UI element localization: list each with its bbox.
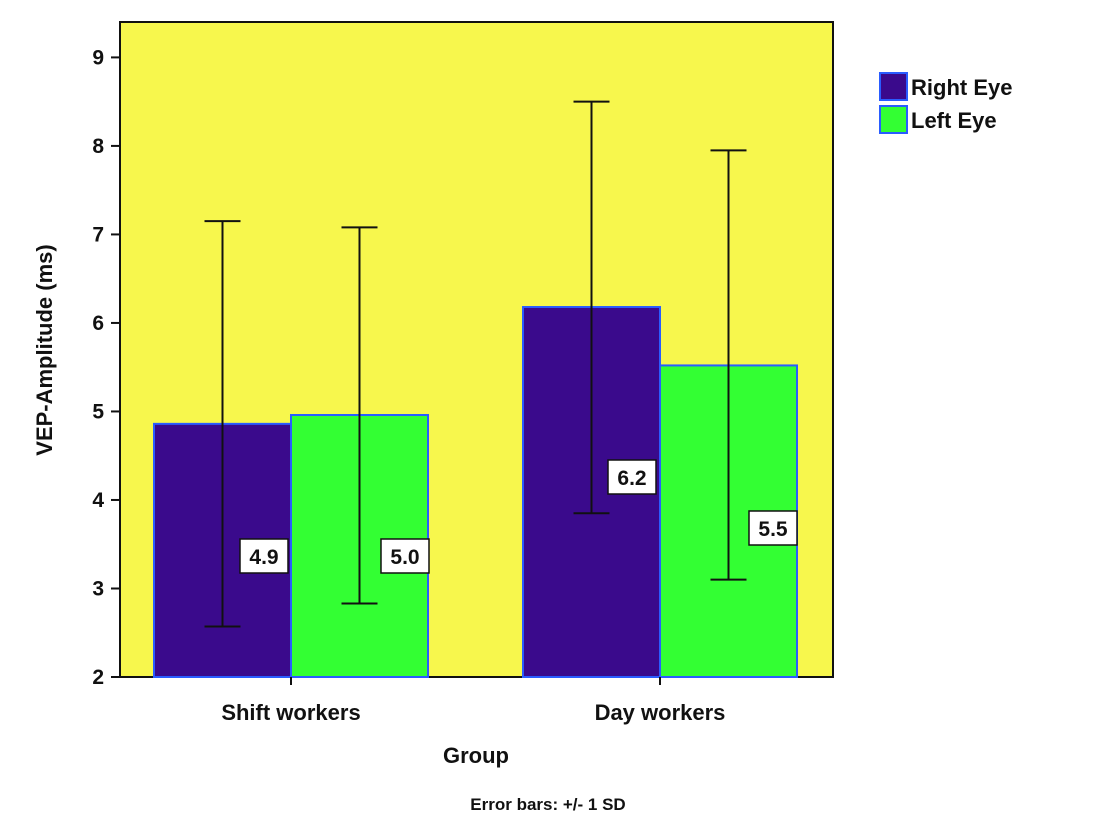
y-tick-label: 2 [92, 666, 104, 689]
value-label-box [380, 538, 430, 574]
value-label: 4.9 [249, 546, 278, 569]
y-axis-title: VEP-Amplitude (ms) [32, 244, 57, 455]
y-tick-label: 8 [92, 135, 104, 158]
y-tick-label: 4 [92, 489, 104, 512]
value-label: 5.0 [390, 546, 419, 569]
legend-swatch-right-eye [879, 72, 908, 101]
value-label-box [748, 510, 798, 546]
legend-label-right-eye: Right Eye [911, 75, 1012, 100]
y-tick-label: 6 [92, 312, 104, 335]
x-axis-title: Group [443, 743, 509, 768]
legend-swatch-left-eye [879, 105, 908, 134]
y-tick-label: 9 [92, 46, 104, 69]
error-bars-note: Error bars: +/- 1 SD [470, 795, 625, 814]
legend-label-left-eye: Left Eye [911, 108, 997, 133]
value-label-box [239, 538, 289, 574]
value-label: 6.2 [617, 467, 646, 490]
y-tick-label: 3 [92, 577, 104, 600]
y-tick-label: 5 [92, 400, 104, 423]
value-label: 5.5 [758, 518, 788, 541]
value-label-box [607, 459, 657, 495]
x-category-label: Day workers [595, 700, 726, 725]
x-category-label: Shift workers [221, 700, 360, 725]
y-tick-label: 7 [92, 223, 104, 246]
